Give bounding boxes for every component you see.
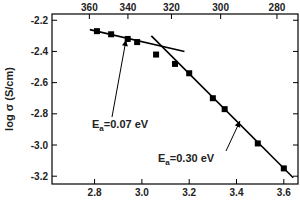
x-tick: [141, 179, 142, 184]
y-tick-label: -2.2: [31, 15, 49, 26]
annotation-arrowhead: [235, 121, 240, 128]
fit-line: [151, 36, 293, 178]
y-tick-right: [293, 145, 298, 146]
y-tick: [52, 113, 57, 114]
annotation: Ea=0.30 eV: [158, 152, 215, 167]
x2-tick: [220, 14, 221, 19]
y-tick-right: [293, 51, 298, 52]
x2-tick: [276, 14, 277, 19]
annotation-arrow: [112, 40, 126, 117]
x2-tick-label: 340: [120, 2, 137, 13]
y-tick-right: [293, 176, 298, 177]
y-axis-label: log σ (S/cm): [3, 67, 15, 131]
marks: [90, 28, 293, 178]
y-tick-right: [293, 20, 298, 21]
y-tick-label: -2.4: [31, 46, 49, 57]
x-tick-label: 3.4: [230, 187, 244, 198]
x-tick: [283, 179, 284, 184]
y-tick-label: -2.8: [31, 108, 49, 119]
x-tick: [236, 179, 237, 184]
x-tick-label: 3.0: [135, 187, 149, 198]
x-tick-label: 3.6: [277, 187, 291, 198]
x2-tick-label: 280: [269, 2, 286, 13]
x2-tick: [89, 14, 90, 19]
annotation-arrow: [226, 121, 240, 151]
x2-tick-label: 320: [163, 2, 180, 13]
annotation-part: E: [92, 118, 99, 130]
annotation-part: =0.30 eV: [170, 152, 215, 164]
x2-tick-label: 360: [81, 2, 98, 13]
x-tick-label: 3.2: [182, 187, 196, 198]
y-tick-label: -3.0: [31, 140, 49, 151]
y-tick: [52, 51, 57, 52]
y-tick-right: [293, 82, 298, 83]
annotation-arrowhead: [122, 40, 128, 46]
fit-line: [90, 30, 185, 52]
y-tick-right: [293, 113, 298, 114]
annotation-part: E: [158, 152, 165, 164]
plot-frame: [52, 14, 298, 184]
chart-svg: 2.8 3.0 3.2 3.4 3.6 360 340 320 300 280 -2.2 -2.4 -2…: [0, 0, 300, 200]
data-point: [153, 52, 159, 58]
x2-tick: [127, 14, 128, 19]
y-tick-label: -3.2: [31, 171, 49, 182]
y-tick: [52, 145, 57, 146]
y-tick: [52, 176, 57, 177]
x-tick: [189, 179, 190, 184]
y-tick: [52, 20, 57, 21]
x-tick: [94, 179, 95, 184]
chart-container: 2.8 3.0 3.2 3.4 3.6 360 340 320 300 280 -2.2 -2.4 -2…: [0, 0, 300, 200]
x2-tick-label: 300: [212, 2, 229, 13]
annotation-part: =0.07 eV: [104, 118, 149, 130]
y-tick-label: -2.6: [31, 77, 49, 88]
y-tick: [52, 82, 57, 83]
x-tick-label: 2.8: [88, 187, 102, 198]
annotation: Ea=0.07 eV: [92, 118, 149, 133]
x2-tick: [171, 14, 172, 19]
